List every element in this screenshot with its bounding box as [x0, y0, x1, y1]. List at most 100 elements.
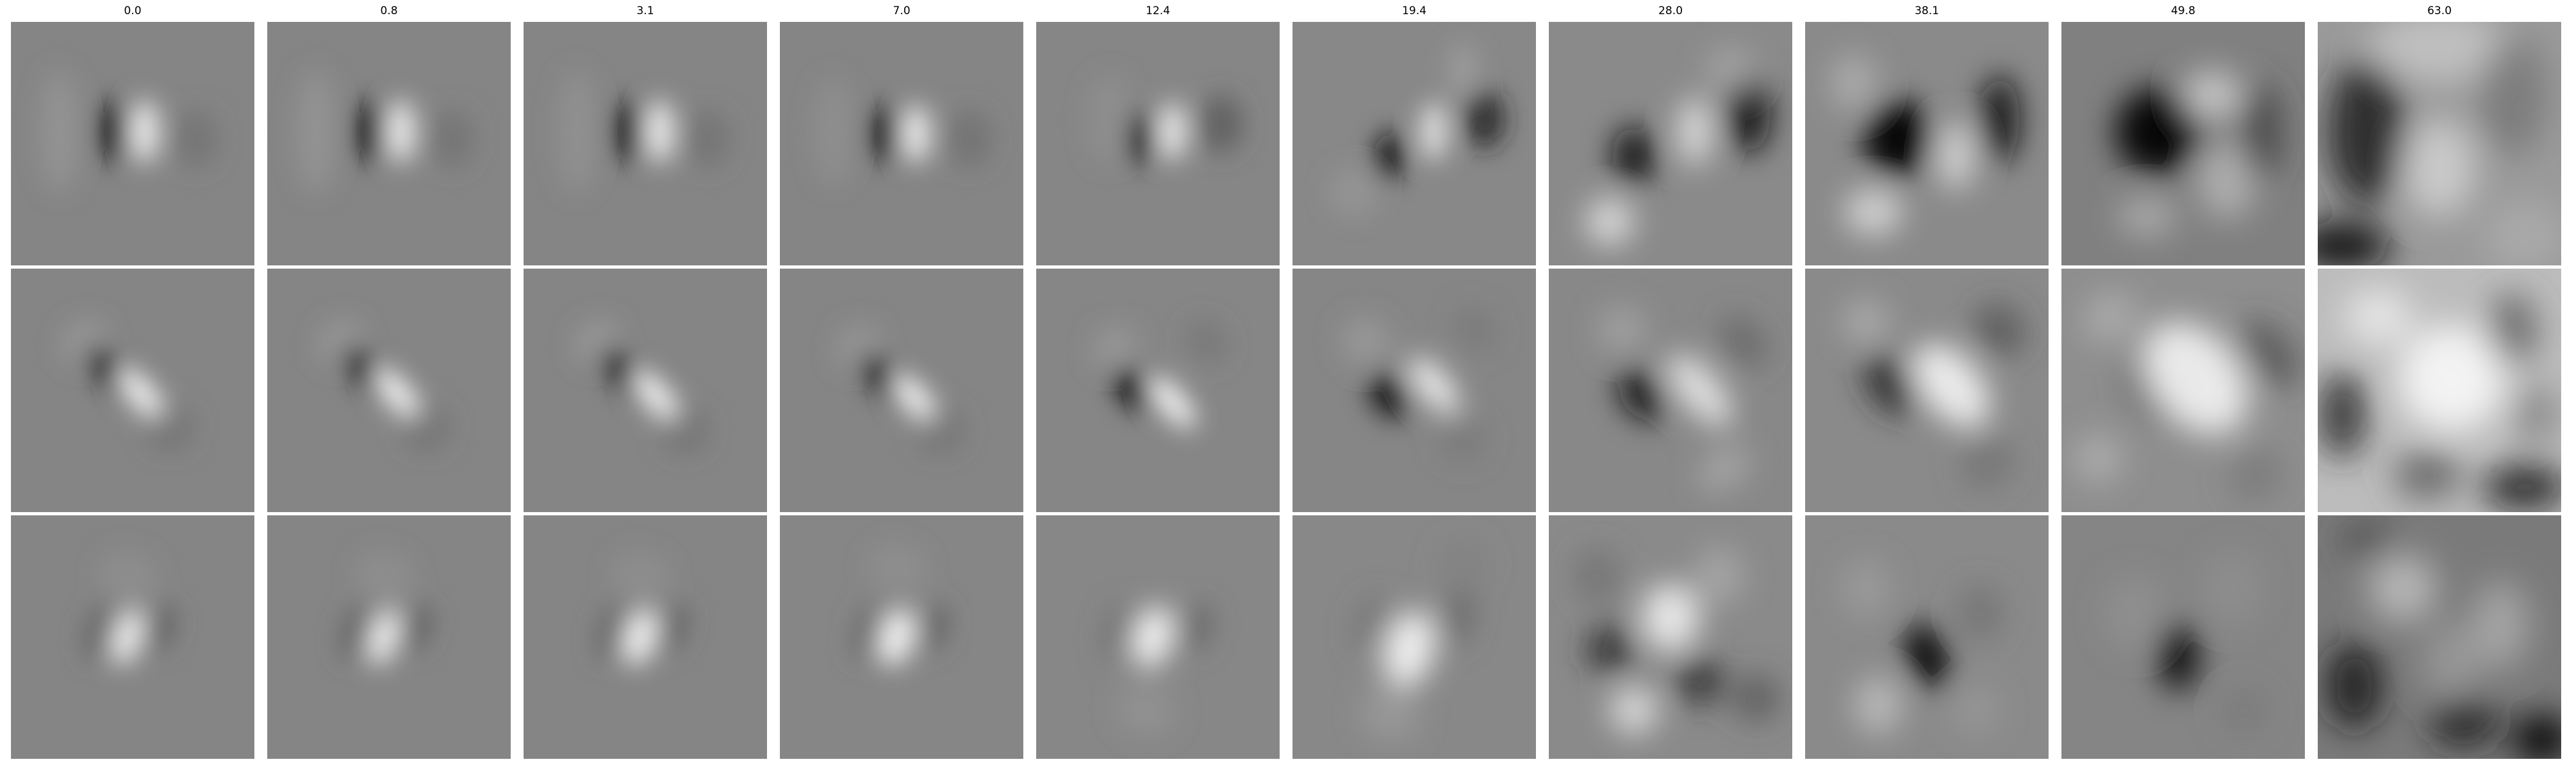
filter-blob	[1612, 126, 1656, 186]
filter-blob	[904, 104, 929, 164]
filter-blob	[133, 99, 157, 164]
filter-image	[267, 269, 511, 512]
filter-blob	[144, 402, 194, 452]
filter-blob	[1585, 625, 1634, 674]
column-title: 0.0	[124, 5, 142, 17]
filter-blob	[1597, 305, 1647, 354]
filter-image	[1549, 269, 1792, 512]
filter-blob	[1862, 356, 1918, 415]
filter-blob	[1185, 319, 1229, 365]
filter-blob	[1905, 624, 1949, 690]
filter-blob	[1117, 685, 1175, 735]
filter-blob	[1341, 317, 1390, 367]
filter-blob	[1150, 377, 1195, 428]
filter-image	[2061, 515, 2305, 759]
filter-blob	[2143, 322, 2248, 435]
filter-image	[1293, 515, 1536, 759]
filter-image	[1036, 269, 1280, 512]
filter-blob	[2318, 370, 2367, 459]
filter-blob	[872, 104, 897, 164]
filter-blob	[1726, 75, 1770, 154]
filter-blob	[2512, 714, 2561, 759]
filter-image	[1293, 22, 1536, 265]
filter-blob	[2393, 451, 2462, 501]
filter-image	[1549, 22, 1792, 265]
filter-image-background	[1549, 269, 1792, 512]
filter-blob	[1448, 41, 1478, 100]
filter-blob	[401, 402, 450, 452]
column-title: 49.8	[2171, 5, 2195, 17]
filter-blob	[878, 608, 915, 666]
filter-image-canvas	[1293, 515, 1536, 759]
filter-blob	[1453, 307, 1497, 352]
filter-blob	[916, 405, 965, 454]
column-title: 3.1	[636, 5, 654, 17]
filter-blob	[1354, 596, 1391, 654]
filter-blob	[61, 320, 107, 363]
filter-blob	[1698, 444, 1750, 493]
filter-blob	[1617, 369, 1665, 421]
filter-blob	[2369, 554, 2438, 623]
filter-blob	[922, 604, 949, 651]
filter-blob	[2325, 642, 2384, 730]
filter-image-canvas	[11, 269, 254, 512]
filter-image	[1805, 22, 2049, 265]
filter-blob	[1853, 676, 1903, 735]
filter-blob	[113, 608, 142, 666]
filter-blob	[1573, 547, 1622, 606]
column-title: 28.0	[1658, 5, 1683, 17]
filter-blob	[1438, 414, 1488, 464]
filter-blob	[835, 325, 880, 368]
filter-image	[524, 269, 767, 512]
filter-image	[2318, 269, 2561, 512]
filter-blob	[357, 99, 382, 164]
filter-image-canvas	[780, 515, 1023, 759]
filter-blob	[851, 604, 884, 661]
filter-image-canvas	[524, 515, 767, 759]
filter-blob	[100, 99, 126, 164]
filter-image-canvas	[2318, 22, 2561, 265]
filter-blob	[867, 544, 926, 594]
filter-blob	[1181, 603, 1213, 651]
filter-image	[780, 269, 1023, 512]
filter-blob	[600, 346, 647, 401]
filter-image-canvas	[267, 515, 511, 759]
filter-blob	[1675, 656, 1725, 705]
filter-blob	[1960, 437, 2015, 490]
filter-image	[267, 22, 511, 265]
filter-image-canvas	[1036, 22, 1280, 265]
filter-image-canvas	[267, 22, 511, 265]
filter-image-canvas	[2061, 22, 2305, 265]
filter-blob	[2366, 22, 2513, 83]
filter-image-background	[1036, 22, 1280, 265]
filter-blob	[2471, 581, 2530, 669]
column-title: 12.4	[1146, 5, 1170, 17]
filter-blob	[40, 70, 79, 193]
filter-blob	[1863, 99, 1932, 178]
filter-image-canvas	[1805, 269, 2049, 512]
filter-image-canvas	[524, 269, 767, 512]
filter-image-canvas	[1293, 269, 1536, 512]
filter-blob	[1980, 75, 2020, 164]
filter-image	[1549, 515, 1792, 759]
filter-blob	[1694, 547, 1744, 606]
filter-blob	[860, 352, 905, 404]
filter-blob	[647, 99, 672, 164]
filter-image-canvas	[11, 22, 254, 265]
filter-image-canvas	[2318, 269, 2561, 512]
filter-blob	[1438, 539, 1488, 589]
filter-blob	[2481, 463, 2561, 512]
filter-blob	[1409, 358, 1459, 414]
filter-blob	[1103, 604, 1135, 661]
filter-blob	[1951, 685, 2000, 735]
filter-blob	[1641, 583, 1700, 652]
filter-image-background	[1293, 22, 1536, 265]
column-title: 7.0	[893, 5, 911, 17]
filter-blob	[616, 99, 641, 164]
filter-blob	[1087, 75, 1132, 164]
filter-image-canvas	[2061, 269, 2305, 512]
filter-image	[524, 22, 767, 265]
filter-image	[267, 515, 511, 759]
filter-blob	[624, 608, 657, 666]
